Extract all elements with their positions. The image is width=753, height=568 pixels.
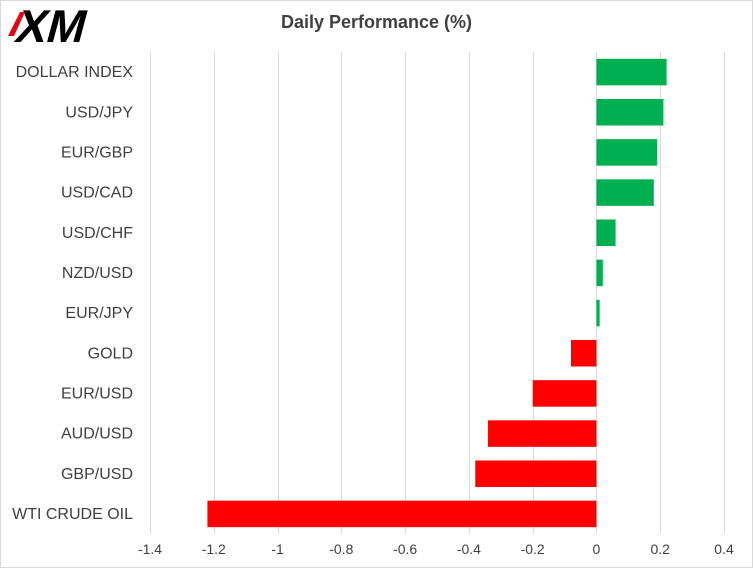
bar-eur-jpy bbox=[596, 299, 600, 327]
category-label: GBP/USD bbox=[61, 466, 133, 483]
category-label: NZD/USD bbox=[62, 265, 133, 282]
category-label: DOLLAR INDEX bbox=[16, 64, 134, 81]
bar-usd-jpy bbox=[596, 98, 664, 126]
gridlines bbox=[150, 52, 725, 534]
category-label: EUR/JPY bbox=[65, 305, 133, 322]
bar-eur-usd bbox=[532, 380, 597, 407]
xm-logo: XM bbox=[8, 2, 94, 48]
chart-title: Daily Performance (%) bbox=[280, 12, 473, 32]
bar-eur-gbp bbox=[596, 139, 658, 166]
x-tick-label: -1.4 bbox=[138, 541, 162, 557]
x-axis-tick-labels: -1.4 -1.2 -1 -0.8 -0.6 -0.4 -0.2 0 0.2 0.4 bbox=[138, 541, 734, 557]
x-tick-label: -0.8 bbox=[329, 541, 353, 557]
x-tick-label: -1.2 bbox=[202, 541, 226, 557]
x-tick-label: -0.6 bbox=[393, 541, 417, 557]
x-tick-label: 0.4 bbox=[714, 541, 734, 557]
bar-gbp-usd bbox=[475, 460, 597, 488]
x-tick-label: -0.4 bbox=[457, 541, 481, 557]
category-label: EUR/GBP bbox=[61, 144, 133, 161]
bar-gold bbox=[570, 339, 597, 367]
category-label: WTI CRUDE OIL bbox=[12, 506, 133, 523]
x-tick-label: -0.2 bbox=[521, 541, 545, 557]
bar-dollar-index bbox=[596, 58, 667, 86]
category-label: EUR/USD bbox=[61, 385, 133, 402]
bar-aud-usd bbox=[488, 420, 597, 447]
bar-wti-crude-oil bbox=[207, 500, 597, 528]
category-label: GOLD bbox=[88, 345, 133, 362]
category-labels: DOLLAR INDEX USD/JPY EUR/GBP USD/CAD USD/CHF… bbox=[12, 64, 133, 523]
svg-text:XM: XM bbox=[11, 2, 94, 48]
category-label: USD/CAD bbox=[61, 185, 133, 202]
bar-nzd-usd bbox=[596, 259, 603, 287]
category-label: USD/JPY bbox=[65, 104, 133, 121]
category-label: USD/CHF bbox=[62, 225, 133, 242]
bar-usd-chf bbox=[596, 219, 616, 247]
bar-usd-cad bbox=[596, 179, 654, 206]
bars bbox=[207, 58, 667, 528]
x-tick-label: 0.2 bbox=[650, 541, 670, 557]
x-tick-label: 0 bbox=[593, 541, 601, 557]
category-label: AUD/USD bbox=[61, 426, 133, 443]
x-tick-label: -1 bbox=[271, 541, 284, 557]
